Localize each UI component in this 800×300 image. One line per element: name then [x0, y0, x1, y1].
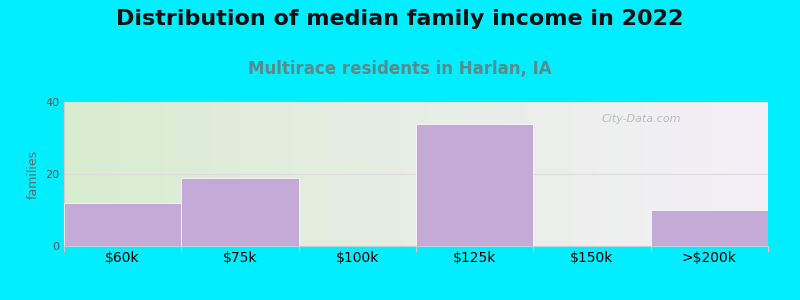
Text: Distribution of median family income in 2022: Distribution of median family income in … [116, 9, 684, 29]
Bar [416, 124, 534, 246]
Bar [64, 203, 182, 246]
Bar [650, 210, 768, 246]
Text: Multirace residents in Harlan, IA: Multirace residents in Harlan, IA [248, 60, 552, 78]
Text: City-Data.com: City-Data.com [602, 114, 681, 124]
Bar [182, 178, 298, 246]
Y-axis label: families: families [26, 149, 39, 199]
